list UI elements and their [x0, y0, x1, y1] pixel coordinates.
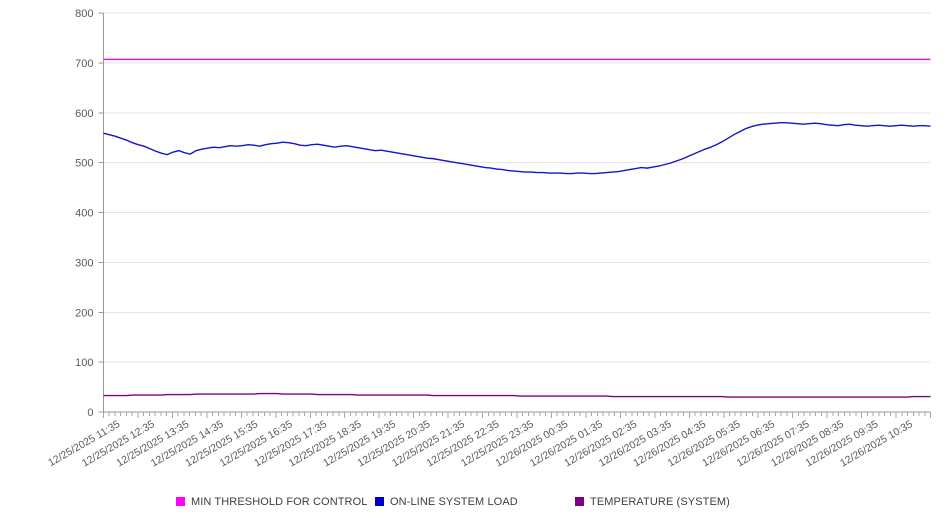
svg-text:100: 100 [75, 357, 93, 369]
data-series [103, 58, 931, 398]
grid-lines [103, 12, 931, 413]
chart-legend: MIN THRESHOLD FOR CONTROL ON-LINE SYSTEM … [176, 496, 730, 508]
series-line-2 [103, 392, 931, 398]
svg-text:500: 500 [75, 158, 93, 170]
svg-text:700: 700 [75, 58, 93, 70]
legend-label-0: MIN THRESHOLD FOR CONTROL [191, 496, 367, 508]
svg-text:200: 200 [75, 307, 93, 319]
series-line-1 [103, 122, 931, 175]
svg-text:0: 0 [87, 407, 93, 419]
legend-label-2: TEMPERATURE (SYSTEM) [590, 496, 730, 508]
legend-label-1: ON-LINE SYSTEM LOAD [390, 496, 518, 508]
svg-text:400: 400 [75, 208, 93, 220]
svg-text:300: 300 [75, 257, 93, 269]
legend-swatch-2 [575, 497, 584, 506]
x-axis-minor-ticks [103, 412, 931, 418]
y-axis-labels: 0 100 200 300 400 500 600 700 800 [75, 8, 104, 419]
legend-swatch-1 [375, 497, 384, 506]
legend-swatch-0 [176, 497, 185, 506]
svg-text:600: 600 [75, 108, 93, 120]
svg-text:800: 800 [75, 8, 93, 20]
